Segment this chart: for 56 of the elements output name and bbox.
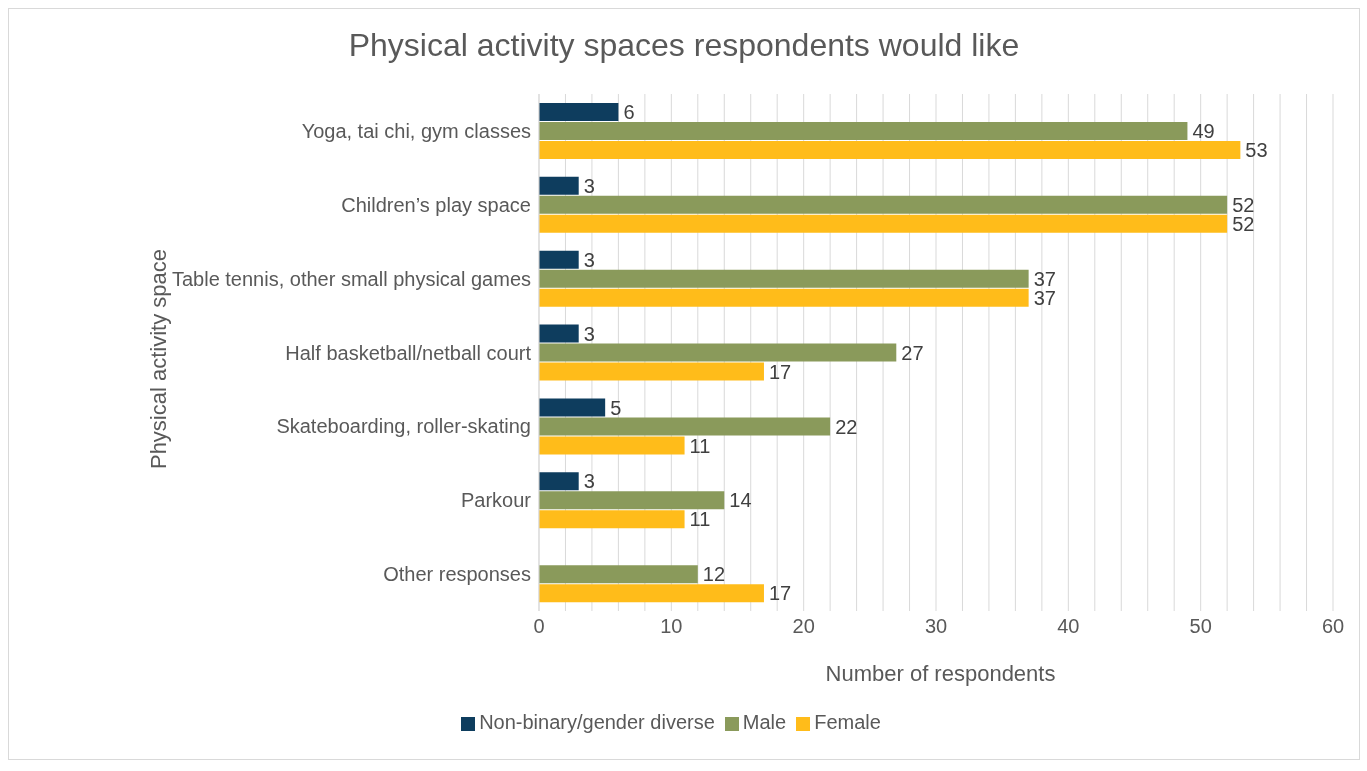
bar — [539, 269, 1029, 288]
y-tick-label: Yoga, tai chi, gym classes — [301, 120, 531, 143]
data-label: 27 — [901, 341, 924, 364]
bar — [539, 584, 764, 603]
y-tick-label: Parkour — [460, 489, 532, 512]
data-label: 11 — [689, 434, 711, 457]
y-axis-title: Physical activity space — [146, 248, 172, 470]
x-tick-label: 30 — [924, 615, 948, 638]
bar — [539, 417, 831, 436]
y-tick-label: Children’s play space — [341, 193, 531, 216]
bar — [539, 510, 685, 529]
data-label: 6 — [623, 101, 635, 124]
data-label: 12 — [702, 563, 726, 586]
data-label: 11 — [689, 508, 711, 531]
bar — [539, 141, 1241, 159]
data-label: 49 — [1192, 120, 1215, 143]
bar — [539, 436, 685, 455]
data-label: 53 — [1245, 139, 1268, 162]
bar — [539, 343, 897, 362]
x-tick-label: 60 — [1321, 615, 1345, 638]
data-label: 17 — [768, 360, 792, 383]
data-label: 3 — [583, 174, 595, 197]
x-tick-label: 40 — [1057, 615, 1080, 638]
y-tick-label: Other responses — [383, 563, 531, 586]
y-tick-label: Half basketball/netball court — [285, 341, 532, 364]
data-label: 3 — [583, 470, 595, 493]
data-label: 3 — [583, 322, 595, 345]
bar — [539, 122, 1188, 140]
data-label: 14 — [729, 489, 752, 512]
y-tick-label: Table tennis, other small physical games — [171, 267, 531, 290]
bar — [539, 103, 619, 121]
bar — [539, 491, 725, 510]
data-label: 3 — [583, 248, 595, 271]
legend-label: Female — [814, 711, 881, 733]
bar — [539, 250, 579, 269]
bar — [539, 362, 764, 381]
chart-title: Physical activity spaces respondents would like — [347, 27, 1021, 64]
data-label: 5 — [610, 396, 622, 419]
x-tick-label: 20 — [792, 615, 815, 638]
legend-label: Male — [742, 711, 787, 733]
legend-label: Non-binary/gender diverse — [479, 711, 715, 733]
x-tick-label: 50 — [1189, 615, 1212, 638]
bar — [539, 176, 579, 195]
bar — [539, 565, 698, 584]
x-axis-title: Number of respondents — [824, 661, 1057, 687]
bar — [539, 195, 1228, 214]
y-tick-label: Skateboarding, roller-skating — [276, 415, 531, 438]
bar — [539, 214, 1228, 233]
x-tick-label: 0 — [533, 615, 545, 638]
data-label: 22 — [835, 415, 858, 438]
bar — [539, 472, 579, 491]
bar — [539, 288, 1029, 307]
bar — [539, 398, 606, 417]
bar — [539, 324, 579, 343]
x-tick-label: 10 — [660, 615, 683, 638]
data-label: 17 — [768, 582, 792, 605]
